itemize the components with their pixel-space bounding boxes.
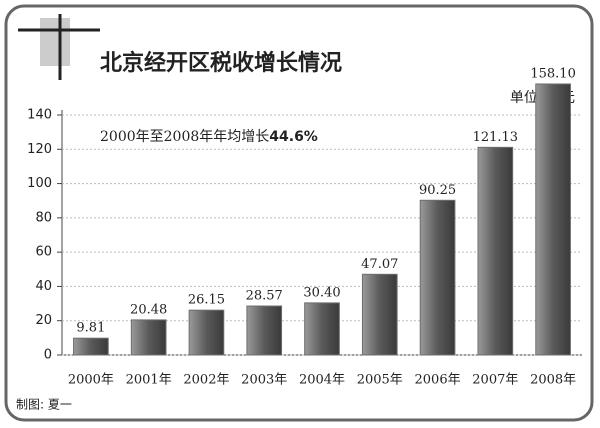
x-tick-label: 2001年 [126, 373, 172, 388]
value-label: 158.10 [530, 66, 576, 81]
x-tick-label: 2005年 [357, 373, 403, 388]
credit: 制图: 夏一 [16, 398, 72, 412]
y-tick-label: 60 [35, 245, 52, 260]
y-tick-label: 120 [27, 142, 52, 157]
bar [304, 302, 340, 356]
x-tick-label: 2000年 [68, 373, 114, 388]
y-tick-label: 140 [27, 108, 52, 123]
value-label: 28.57 [246, 289, 283, 304]
value-label: 30.40 [303, 285, 340, 300]
annotation-text: 2000年至2008年年均增长 [100, 129, 269, 145]
y-tick-label: 0 [44, 348, 52, 363]
x-tick-label: 2007年 [472, 373, 518, 388]
x-tick-label: 2003年 [241, 373, 287, 388]
x-tick-label: 2002年 [183, 373, 229, 388]
value-label: 90.25 [419, 183, 456, 198]
bar [477, 146, 514, 356]
x-tick-label: 2006年 [415, 373, 461, 388]
bar [130, 319, 167, 356]
decoration [40, 18, 70, 66]
chart-title: 北京经开区税收增长情况 [100, 50, 342, 76]
bar [73, 337, 109, 356]
annotation-highlight: 44.6% [269, 129, 318, 145]
value-label: 47.07 [361, 257, 398, 272]
value-label: 121.13 [473, 130, 519, 145]
annotation: 2000年至2008年年均增长44.6% [100, 129, 318, 145]
bar [246, 305, 283, 356]
bar [361, 273, 398, 356]
bar [188, 309, 225, 356]
y-tick-label: 100 [27, 176, 52, 191]
y-tick-label: 20 [35, 313, 52, 328]
value-label: 26.15 [188, 293, 225, 308]
x-tick-label: 2008年 [530, 373, 576, 388]
value-label: 20.48 [130, 302, 167, 317]
y-tick-label: 80 [35, 210, 52, 225]
bar [535, 83, 571, 356]
bar [419, 199, 456, 356]
value-label: 9.81 [76, 321, 105, 336]
x-tick-label: 2004年 [299, 373, 345, 388]
y-tick-label: 40 [35, 279, 52, 294]
